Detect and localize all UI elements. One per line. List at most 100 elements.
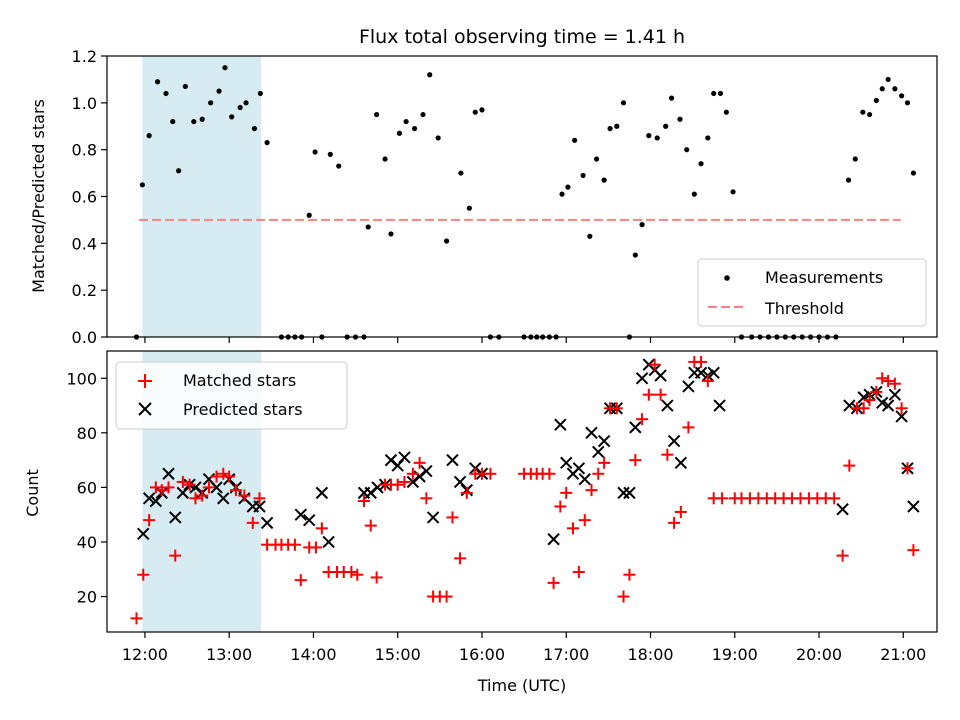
predicted-point (169, 511, 182, 524)
bottom-x-tick-label: 15:00 (375, 645, 421, 664)
measurement-point (229, 114, 235, 120)
matched-point (484, 467, 497, 480)
bottom-x-tick-label: 13:00 (206, 645, 252, 664)
matched-point (440, 590, 453, 603)
measurement-point (182, 83, 188, 90)
bottom-x-tick-label: 14:00 (290, 645, 336, 664)
legend-predicted-marker (138, 402, 152, 416)
predicted-point (585, 426, 598, 440)
measurement-point (852, 156, 858, 162)
predicted-point (426, 511, 440, 524)
matched-point (585, 484, 598, 497)
matched-point (169, 549, 182, 562)
top-y-ticks: 0.0 0.2 0.4 0.6 0.8 1.0 1.2 (72, 47, 107, 347)
bottom-panel: 20 40 60 80 100 12:00 13:00 14:00 15:00 16:00 17:… (23, 350, 938, 695)
matched-point (882, 375, 895, 388)
bottom-y-ticks: 20 40 60 80 100 (66, 369, 107, 607)
matched-point (547, 576, 560, 589)
bottom-y-tick-label: 100 (66, 369, 97, 388)
predicted-point (391, 459, 404, 472)
measurement-point (632, 252, 638, 258)
measurement-point (717, 90, 724, 97)
measurement-point (191, 118, 197, 125)
measurement-point (559, 191, 565, 197)
top-y-tick-label: 0.4 (72, 234, 97, 253)
matched-point (130, 612, 143, 625)
predicted-point (661, 399, 674, 412)
measurement-point (216, 88, 222, 94)
matched-point (870, 385, 883, 398)
measurement-point (163, 90, 169, 97)
matched-point (460, 486, 473, 499)
measurement-point (420, 111, 426, 118)
matched-point (294, 574, 307, 587)
matched-point (413, 456, 426, 469)
measurement-point (374, 111, 380, 118)
predicted-point (162, 467, 175, 480)
matched-points (130, 355, 920, 625)
top-y-tick-label: 0.0 (72, 328, 97, 347)
legend-threshold-label: Threshold (764, 299, 844, 318)
measurement-point (251, 125, 258, 132)
x-axis-label: Time (UTC) (477, 676, 566, 695)
predicted-point (210, 481, 223, 494)
measurement-point (730, 189, 736, 195)
measurement-point (237, 104, 243, 111)
measurement-point (146, 133, 152, 139)
matched-point (288, 538, 301, 551)
matched-point (610, 402, 623, 415)
measurement-point (396, 130, 402, 136)
matched-point (543, 467, 556, 480)
predicted-point (888, 388, 902, 401)
matched-point (560, 486, 573, 499)
bottom-y-tick-label: 80 (77, 424, 97, 443)
predicted-point (322, 535, 335, 549)
predicted-point (137, 527, 150, 540)
matched-point (351, 568, 364, 581)
measurement-point (845, 177, 852, 183)
measurement-point (458, 170, 464, 176)
predicted-point (836, 503, 849, 516)
matched-point (217, 467, 230, 480)
matched-point (143, 514, 156, 527)
matched-point (454, 552, 467, 565)
matched-point (674, 505, 687, 518)
measurement-point (580, 172, 586, 179)
bottom-x-tick-label: 12:00 (122, 645, 168, 664)
predicted-point (149, 494, 163, 508)
predicted-point (713, 399, 726, 412)
legend-matched-label: Matched stars (183, 371, 296, 390)
predicted-point (572, 462, 586, 475)
measurement-point (443, 238, 450, 244)
legend-predicted-label: Predicted stars (183, 400, 303, 419)
measurement-point (677, 116, 683, 122)
predicted-point (667, 434, 681, 448)
top-y-tick-label: 1.2 (72, 47, 97, 66)
bottom-legend-box (115, 361, 348, 430)
measurement-point (257, 90, 263, 97)
matched-point (398, 475, 411, 488)
measurement-point (698, 161, 704, 167)
measurement-point (646, 133, 652, 139)
matched-point (370, 571, 383, 584)
matched-point (654, 388, 667, 401)
bottom-x-tick-label: 17:00 (543, 645, 589, 664)
measurement-point (199, 116, 205, 122)
measurement-point (208, 100, 214, 106)
matched-point (863, 394, 876, 407)
matched-point (623, 568, 636, 581)
matched-point (137, 568, 150, 581)
bottom-x-tick-label: 21:00 (880, 645, 926, 664)
matched-point (701, 375, 714, 388)
matched-point (598, 456, 611, 469)
bottom-y-tick-label: 20 (77, 588, 97, 607)
measurement-point (866, 111, 873, 118)
measurement-point (435, 135, 441, 141)
predicted-point (294, 508, 308, 521)
matched-point (149, 481, 162, 494)
measurement-point (587, 233, 593, 239)
top-y-tick-label: 1.0 (72, 94, 97, 113)
legend-matched-marker (138, 374, 152, 388)
matched-point (695, 355, 708, 368)
matched-point (183, 478, 196, 491)
